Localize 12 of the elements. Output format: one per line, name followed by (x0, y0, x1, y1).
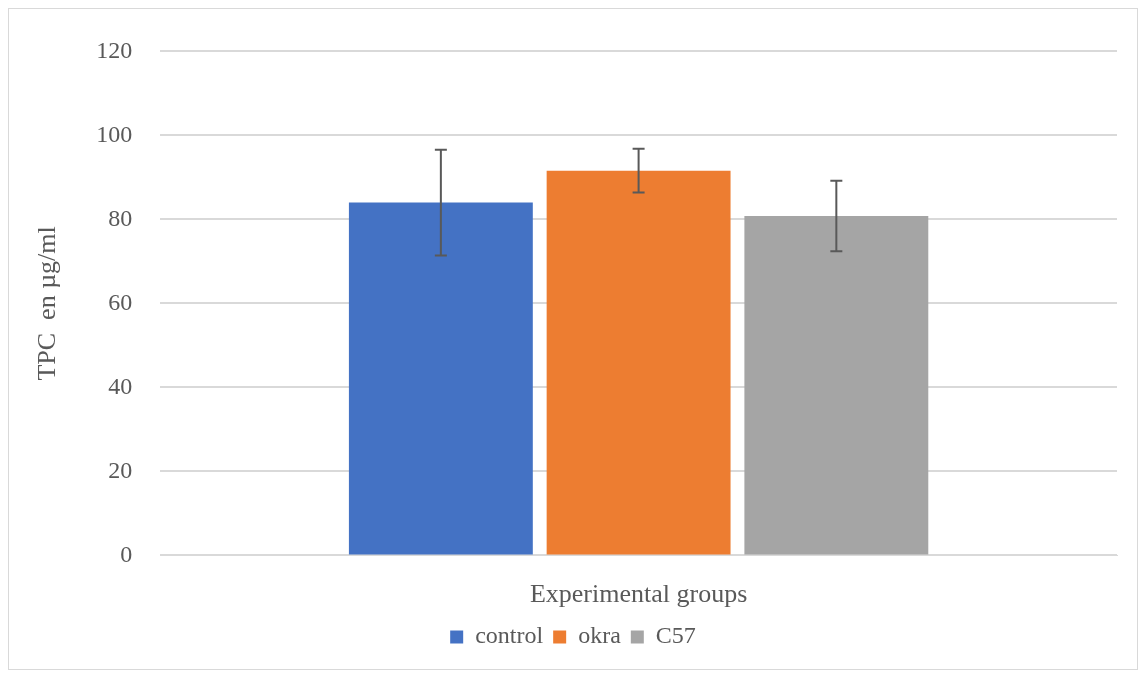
y-tick-label: 80 (108, 204, 133, 231)
y-axis-title: TPC en µg/ml (32, 226, 62, 381)
y-tick-label: 20 (108, 456, 133, 483)
y-tick-label: 40 (108, 372, 133, 399)
legend-label: control (475, 622, 544, 649)
legend-label: C57 (655, 622, 696, 649)
y-tick-label: 0 (120, 540, 133, 567)
legend-label: okra (578, 622, 622, 649)
y-tick-label: 100 (96, 120, 133, 147)
y-tick-label: 120 (96, 36, 133, 63)
y-tick-label: 60 (108, 288, 133, 315)
x-axis-title: Experimental groups (529, 579, 748, 609)
